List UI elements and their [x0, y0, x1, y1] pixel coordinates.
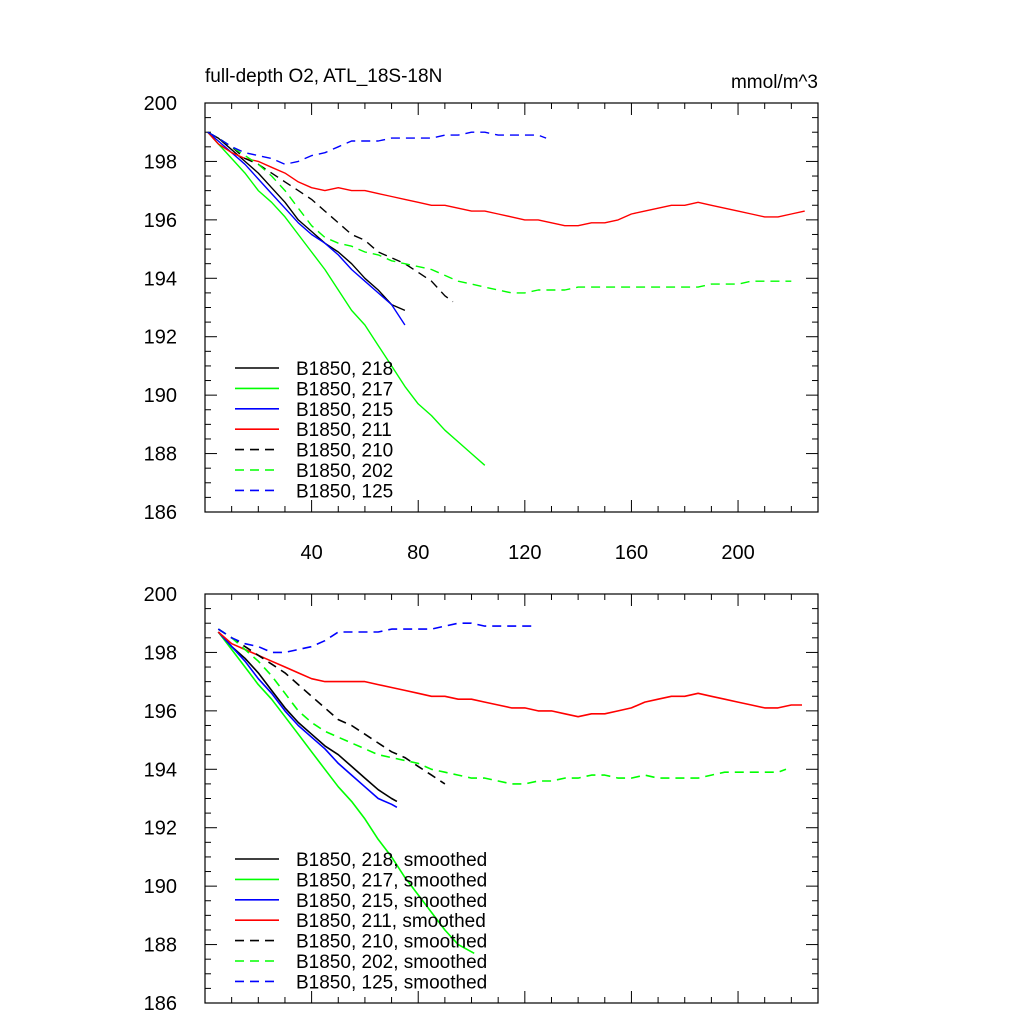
legend-label: B1850, 210	[296, 441, 393, 462]
series-line-2	[207, 131, 406, 326]
chart-title: full-depth O2, ATL_18S-18N	[205, 66, 442, 87]
legend-label: B1850, 218, smoothed	[296, 850, 487, 871]
y-tick-label: 188	[144, 444, 177, 466]
y-tick-label: 192	[144, 327, 177, 349]
y-tick-label: 194	[144, 268, 177, 290]
y-tick-label: 190	[144, 876, 177, 898]
y-tick-label: 192	[144, 818, 177, 840]
y-tick-label: 190	[144, 385, 177, 407]
y-tick-label: 186	[144, 993, 177, 1015]
series-line-2	[217, 631, 398, 808]
bottom-panel: 186 188 190 192 194 196 198 200 B1850, 218, smoo…	[144, 584, 819, 1015]
legend-label: B1850, 210, smoothed	[296, 932, 487, 953]
series-line-5	[217, 628, 787, 785]
series-line-1	[207, 131, 486, 466]
series-line-3	[207, 131, 805, 227]
series-line-6	[217, 622, 536, 654]
y-tick-label: 198	[144, 642, 177, 664]
y-tick-label: 188	[144, 935, 177, 957]
legend-label: B1850, 215, smoothed	[296, 891, 487, 912]
legend-label: B1850, 215	[296, 400, 393, 421]
legend-label: B1850, 217, smoothed	[296, 870, 487, 891]
top-panel: 186 188 190 192 194 196 198 200 40 80 120 160 200 B18…	[144, 93, 819, 564]
y-tick-label: 194	[144, 759, 177, 781]
legend-label: B1850, 218	[296, 359, 393, 380]
y-tick-label: 200	[144, 93, 177, 115]
chart-units: mmol/m^3	[731, 72, 818, 93]
legend-label: B1850, 217	[296, 379, 393, 400]
series-line-4	[207, 131, 454, 303]
legend-label: B1850, 202	[296, 461, 393, 482]
series-line-5	[207, 131, 792, 294]
x-tick-label: 120	[508, 542, 541, 564]
series-line-1	[217, 631, 475, 955]
y-tick-label: 186	[144, 502, 177, 524]
series-line-3	[217, 631, 802, 718]
y-tick-label: 198	[144, 151, 177, 173]
x-tick-label: 80	[407, 542, 429, 564]
series-line-6	[207, 131, 547, 166]
x-tick-label: 40	[300, 542, 322, 564]
y-tick-label: 200	[144, 584, 177, 606]
legend-label: B1850, 202, smoothed	[296, 952, 487, 973]
legend-label: B1850, 125, smoothed	[296, 972, 487, 993]
series-line-4	[217, 628, 446, 785]
y-tick-label: 196	[144, 210, 177, 232]
legend-label: B1850, 211	[296, 420, 392, 441]
x-tick-label: 200	[721, 542, 754, 564]
series-line-0	[207, 131, 406, 312]
y-tick-label: 196	[144, 701, 177, 723]
legend-label: B1850, 125	[296, 481, 393, 502]
series-line-0	[217, 631, 398, 803]
x-tick-label: 160	[615, 542, 648, 564]
legend-label: B1850, 211, smoothed	[296, 911, 486, 932]
